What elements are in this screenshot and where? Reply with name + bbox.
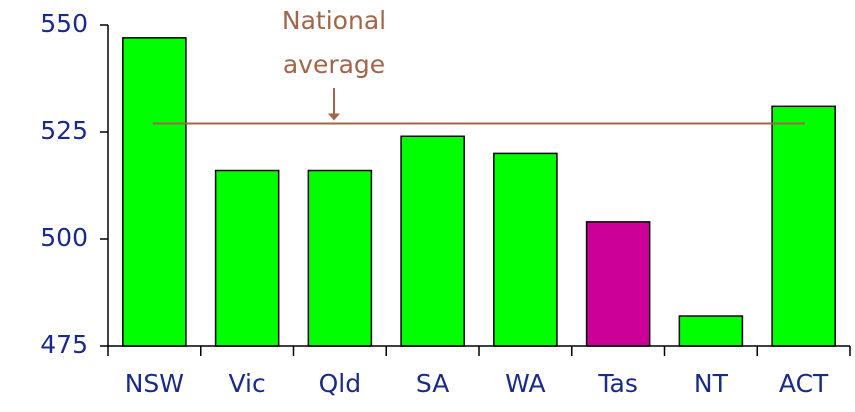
bar: [678, 315, 744, 347]
bar: [307, 169, 373, 347]
bar: [400, 135, 465, 347]
x-tick-label: NSW: [125, 369, 184, 398]
y-tick-label: 550: [40, 9, 88, 38]
bar: [214, 169, 280, 347]
x-tick-label: Qld: [319, 369, 362, 398]
y-tick-label: 525: [40, 116, 88, 145]
y-tick-label: 500: [40, 223, 88, 252]
y-tick-label: 475: [40, 330, 88, 359]
x-tick-label: SA: [416, 369, 449, 398]
x-tick-label: ACT: [779, 369, 829, 398]
bar: [585, 221, 651, 347]
x-tick-label: Tas: [597, 369, 637, 398]
annotation-text: National: [282, 6, 386, 35]
x-tick-label: Vic: [229, 369, 266, 398]
annotation-text: average: [283, 50, 385, 79]
annotation-arrowhead: [328, 113, 340, 121]
bar: [771, 105, 836, 347]
x-tick-label: NT: [694, 369, 729, 398]
x-tick-label: WA: [505, 369, 545, 398]
bar: [122, 37, 187, 347]
bar: [493, 152, 558, 347]
